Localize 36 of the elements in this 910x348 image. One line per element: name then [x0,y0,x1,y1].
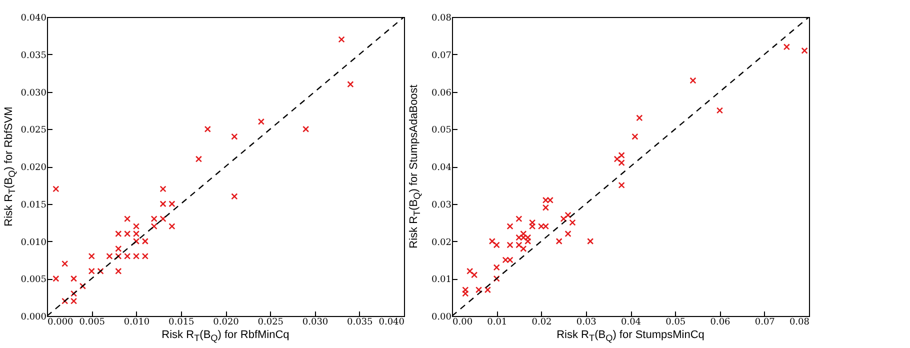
x-tick-label: 0.015 [168,318,195,328]
y-tick-label: 0.005 [20,275,47,286]
y-tick-label: 0.025 [20,126,47,136]
x-tick-label: 0.035 [346,318,374,328]
y-tick-label: 0.010 [20,238,47,248]
y-tick-label: 0.03 [431,200,452,210]
y-tick-label: 0.015 [20,200,47,210]
y-tick-label: 0.01 [431,275,452,286]
x-tick-label: 0.005 [79,318,106,328]
x-tick-label: 0.010 [124,318,150,328]
x-tick-label: 0.02 [532,318,552,328]
x-axis-title: Risk R$_{T}$(B$_{Q}$) for RbfMinCq [160,329,290,344]
x-tick-label: 0.000 [48,318,74,328]
y-tick-label: 0.07 [431,50,452,61]
x-tick-label: 0.08 [789,318,810,328]
x-tick-label: 0.04 [620,318,642,328]
y-tick-label: 0.040 [20,14,47,24]
y-tick-label: 0.05 [431,126,452,136]
x-tick-label: 0.01 [487,318,508,328]
x-tick-label: 0.00 [452,318,473,328]
y-tick-label: 0.04 [431,163,452,173]
x-tick-label: 0.05 [666,318,686,328]
y-tick-label: 0.030 [20,88,47,98]
x-tick-label: 0.07 [754,318,776,328]
x-tick-label: 0.030 [302,318,328,328]
x-tick-label: 0.03 [576,318,597,328]
x-tick-label: 0.040 [378,318,405,328]
x-tick-label: 0.020 [213,318,240,328]
y-tick-label: 0.08 [431,14,452,24]
y-tick-label: 0.035 [20,50,47,61]
x-axis-title: Risk R$_{T}$(B$_{Q}$) for StumpsMinCq [556,329,706,344]
y-tick-label: 0.06 [431,88,452,98]
x-tick-label: 0.06 [710,318,731,328]
y-tick-label: 0.02 [431,238,452,248]
y-tick-label: 0.020 [20,163,47,173]
x-tick-label: 0.025 [258,318,284,328]
